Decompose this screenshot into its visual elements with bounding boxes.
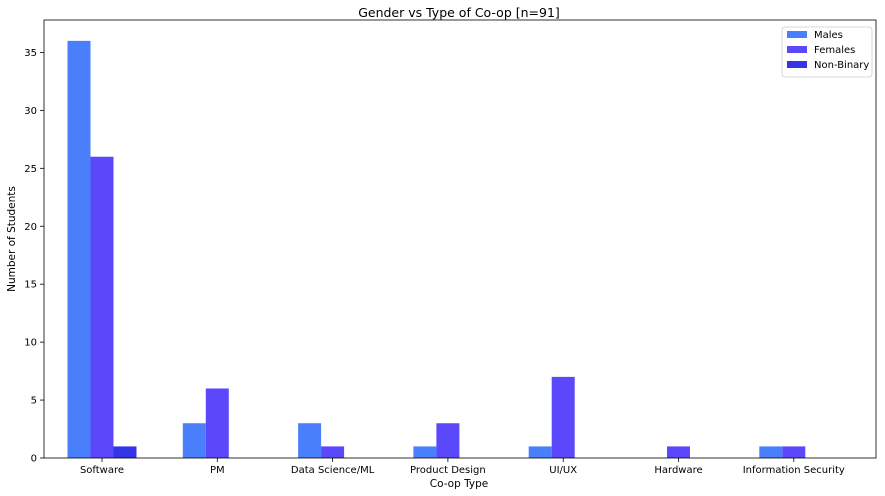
x-tick-label: Product Design <box>410 465 486 476</box>
bar-males-1 <box>182 423 206 458</box>
bar-females-3 <box>436 423 460 458</box>
y-tick-label: 25 <box>24 164 37 175</box>
bars-group <box>67 40 806 459</box>
x-axis-label: Co-op Type <box>430 478 488 490</box>
x-tick-label: PM <box>210 465 225 476</box>
y-tick-label: 35 <box>24 48 37 59</box>
x-tick-label: Data Science/ML <box>291 465 375 476</box>
y-tick-label: 20 <box>24 222 37 233</box>
x-tick-label: Hardware <box>654 465 702 476</box>
legend-swatch <box>787 61 807 68</box>
legend-swatch <box>787 31 807 38</box>
bar-females-6 <box>782 446 806 458</box>
y-tick-label: 5 <box>31 396 37 407</box>
y-tick-label: 15 <box>24 280 37 291</box>
bar-females-1 <box>205 388 229 458</box>
chart-title: Gender vs Type of Co-op [n=91] <box>358 5 560 20</box>
y-tick-label: 30 <box>24 106 37 117</box>
legend-label: Non-Binary <box>814 60 869 71</box>
plot-frame <box>43 19 877 459</box>
bar-males-0 <box>67 40 91 459</box>
legend: Males Females Non-Binary <box>781 26 873 78</box>
y-axis: 0 5 10 15 20 25 30 35 <box>24 48 44 465</box>
bar-males-4 <box>528 446 552 458</box>
x-axis: Software PM Data Science/ML Product Design U… <box>80 458 845 476</box>
bar-females-0 <box>90 156 114 459</box>
bar-males-2 <box>298 423 322 458</box>
x-tick-label: Software <box>80 465 124 476</box>
legend-swatch <box>787 46 807 53</box>
x-tick-label: UI/UX <box>549 465 577 476</box>
y-tick-label: 0 <box>31 454 37 465</box>
bar-females-4 <box>551 376 575 458</box>
x-tick-label: Information Security <box>743 465 845 476</box>
y-axis-label: Number of Students <box>6 186 18 292</box>
bar-females-5 <box>667 446 690 458</box>
bar-females-2 <box>321 446 345 458</box>
legend-label: Females <box>814 45 855 56</box>
bar-males-3 <box>413 446 437 458</box>
bar-non-binary-0 <box>113 446 137 458</box>
legend-label: Males <box>814 30 843 41</box>
y-tick-label: 10 <box>24 338 37 349</box>
bar-males-6 <box>759 446 783 458</box>
